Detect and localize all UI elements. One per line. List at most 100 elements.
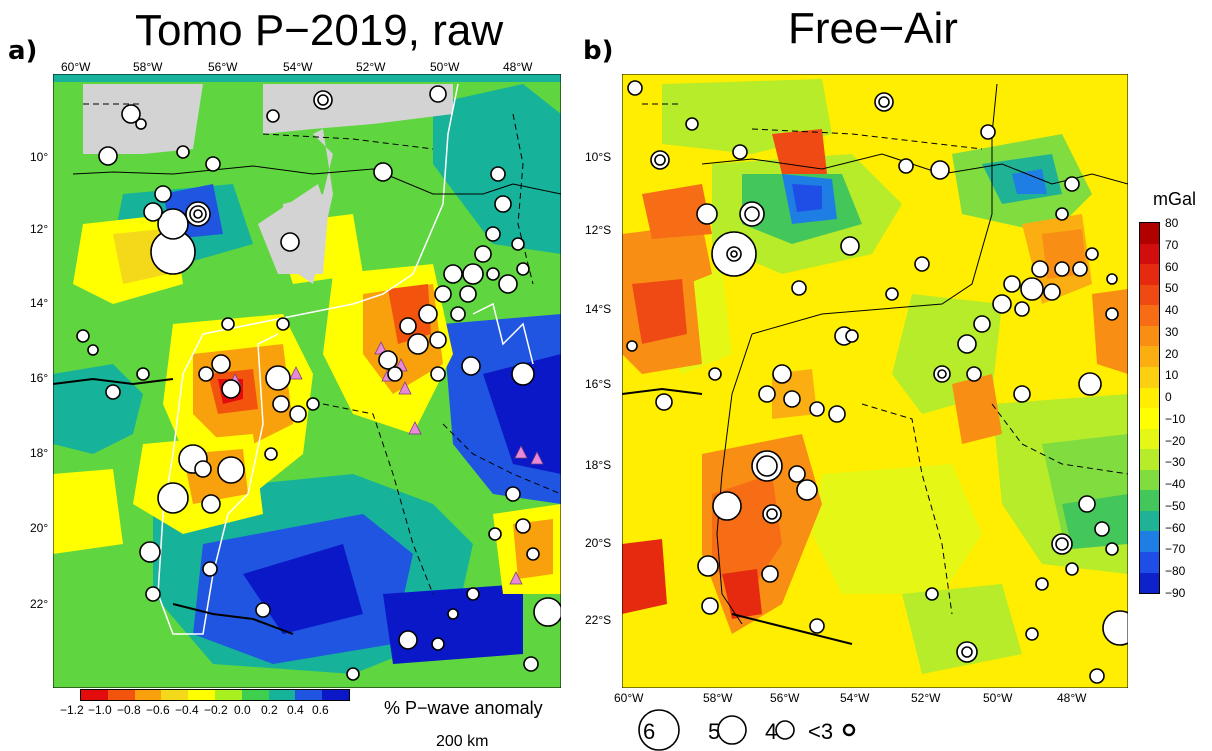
quake-circle xyxy=(289,405,307,423)
quake-circle xyxy=(407,333,429,355)
colorbar-swatch xyxy=(1140,449,1159,470)
quake-circle xyxy=(766,508,778,520)
quake-circle xyxy=(761,565,779,583)
quake-circle xyxy=(272,395,290,413)
quake-circle xyxy=(194,460,212,478)
lon-label: 60°W xyxy=(61,60,91,74)
quake-circle xyxy=(1035,577,1049,591)
colorbar-tick: 10 xyxy=(1165,368,1179,383)
quake-circle xyxy=(1065,562,1079,576)
quake-circle xyxy=(145,586,161,602)
tomo-anomaly xyxy=(53,364,143,454)
quake-circle xyxy=(980,124,996,140)
lat-label: 12°S xyxy=(585,223,612,237)
quake-circle xyxy=(447,608,459,620)
basin-outline xyxy=(751,83,998,335)
quake-circle xyxy=(930,160,950,180)
quake-circle xyxy=(758,385,776,403)
legend-circle-6 xyxy=(638,709,680,751)
volcano-marker xyxy=(408,421,422,435)
quake-circle xyxy=(533,597,561,627)
lat-label: 16° xyxy=(30,371,49,385)
quake-circle xyxy=(1085,247,1099,261)
panel-a-title: Tomo P−2019, raw xyxy=(135,6,504,55)
quake-circle xyxy=(193,209,203,219)
gravity-anomaly xyxy=(772,129,827,174)
colorbar-swatch xyxy=(107,690,135,700)
quake-circle xyxy=(914,256,930,272)
quake-circle xyxy=(756,455,778,477)
quake-circle xyxy=(121,104,141,124)
scale-bar-label: 200 km xyxy=(436,733,489,750)
quake-circle xyxy=(1014,301,1030,317)
colorbar-tick: −10 xyxy=(1165,411,1186,426)
lon-label: 56°W xyxy=(208,60,238,74)
quake-circle xyxy=(992,294,1012,314)
border-line xyxy=(731,613,853,645)
gravity-anomaly xyxy=(722,569,762,619)
colorbar-swatch xyxy=(1140,428,1159,450)
colorbar-tick: −1.0 xyxy=(88,703,112,717)
lat-label: 14° xyxy=(30,296,49,310)
colorbar-tick: −60 xyxy=(1165,520,1186,535)
state-border xyxy=(642,103,983,150)
lon-label: 50°W xyxy=(430,60,460,74)
lat-label: 20° xyxy=(30,521,49,535)
lat-label: 10°S xyxy=(585,150,612,164)
lon-label: 52°W xyxy=(356,60,386,74)
border-line xyxy=(72,165,561,195)
lat-label: 18° xyxy=(30,446,49,460)
border-line xyxy=(172,603,294,635)
quake-circle xyxy=(105,384,121,400)
quake-circle xyxy=(961,646,973,658)
border-line xyxy=(53,377,174,386)
state-border xyxy=(322,403,434,595)
colorbar-swatch xyxy=(134,690,162,700)
quake-circle xyxy=(434,285,452,303)
colorbar-swatch xyxy=(1140,408,1159,429)
tomo-anomaly xyxy=(483,354,561,474)
quake-circle xyxy=(217,456,245,484)
gravity-anomaly xyxy=(1092,289,1128,374)
quake-circle xyxy=(685,117,699,131)
lon-label: 58°W xyxy=(133,60,163,74)
colorbar-tick: −70 xyxy=(1165,542,1186,557)
colorbar-swatch xyxy=(1140,284,1159,306)
quake-circle xyxy=(828,405,846,423)
quake-circle xyxy=(708,367,722,381)
tomo-anomaly xyxy=(383,584,523,664)
quake-circle xyxy=(490,166,506,182)
colorbar-swatch xyxy=(214,690,242,700)
lon-label: 54°W xyxy=(840,691,870,705)
panel-a-letter: a) xyxy=(8,36,38,66)
quake-circle xyxy=(1020,277,1044,301)
colorbar-tick: −0.6 xyxy=(146,703,170,717)
quake-circle xyxy=(429,331,447,349)
colorbar-tick: −20 xyxy=(1165,433,1186,448)
quake-circle xyxy=(398,630,418,650)
panel-b-map xyxy=(622,74,1128,688)
colorbar-swatch xyxy=(1140,366,1159,388)
lon-label: 52°W xyxy=(911,691,941,705)
quake-circle xyxy=(701,597,719,615)
quake-circle xyxy=(202,561,218,577)
tomo-anomaly xyxy=(243,544,363,634)
quake-circle xyxy=(627,80,643,96)
gravity-anomaly xyxy=(642,184,712,239)
colorbar-tick: 0.0 xyxy=(234,703,251,717)
volcano-marker xyxy=(398,381,412,395)
quake-circle xyxy=(878,96,890,108)
quake-circle xyxy=(474,245,492,263)
tomo-top-band xyxy=(53,74,561,82)
panel-a-map xyxy=(53,74,561,688)
colorbar-swatch xyxy=(81,690,108,700)
state-border xyxy=(991,403,1128,475)
quake-circle xyxy=(796,479,818,501)
quake-circle xyxy=(505,486,521,502)
colorbar-swatch xyxy=(1140,490,1159,511)
quake-circle xyxy=(1003,275,1021,293)
gravity-anomaly xyxy=(952,374,1002,444)
quake-circle xyxy=(744,206,760,222)
quake-circle xyxy=(1102,610,1128,646)
quake-circle xyxy=(655,393,673,411)
